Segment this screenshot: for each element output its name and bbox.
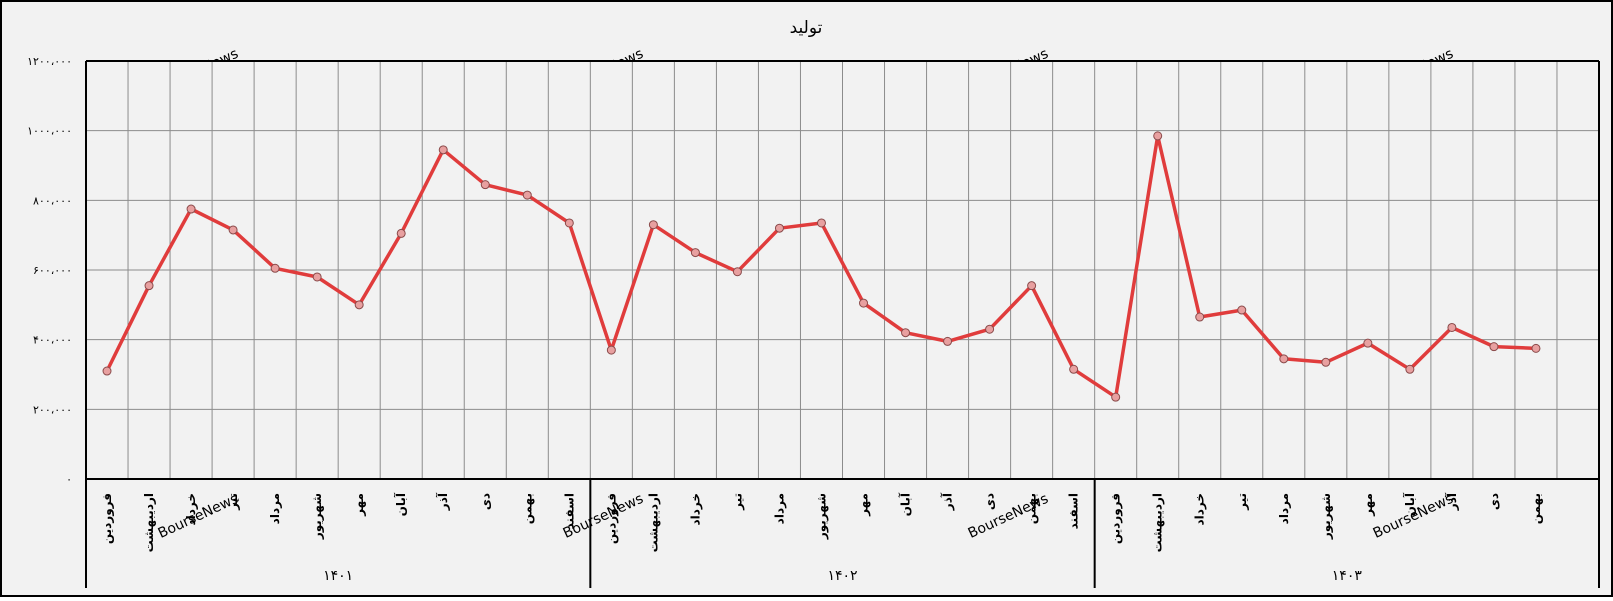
x-month-label: آبان [898,492,913,516]
x-month-label: خرداد [184,493,198,526]
x-month-label: بهمن [1529,493,1543,524]
y-tick-label: ۶۰۰،۰۰۰ [33,264,72,277]
data-point [228,225,238,235]
x-month-label: تیر [1235,493,1249,511]
y-tick-label: ۴۰۰،۰۰۰ [33,334,72,347]
x-month-label: بهمن [1025,493,1039,524]
data-point [606,345,616,355]
y-tick-label: ۲۰۰،۰۰۰ [33,403,72,416]
y-tick-label: ۱۲۰۰،۰۰۰ [27,55,72,68]
x-month-label: دی [983,493,997,510]
x-month-label: اسفند [1067,493,1081,529]
x-month-label: تیر [226,493,240,511]
x-axis: فروردین اردیبهشت خرداد تیر مرداد شهریور مهر آبا… [85,478,1600,588]
data-point [732,267,742,277]
data-point [1195,312,1205,322]
x-month-label: آذر [1444,492,1459,511]
x-month-label: شهریور [310,493,325,540]
data-point [1531,343,1541,353]
data-point [186,204,196,214]
series-production [102,131,1541,402]
x-month-label: خرداد [688,493,702,526]
data-point [270,263,280,273]
x-month-label: آذر [435,492,450,511]
data-point [1027,281,1037,291]
data-point [144,281,154,291]
data-point [480,180,490,190]
data-point [1405,364,1415,374]
grid-lines [85,60,1600,479]
x-month-label: شهریور [1319,493,1334,540]
x-group-label: ۱۴۰۱ [323,568,353,584]
data-point [816,218,826,228]
y-tick-label: ۰ [66,473,72,486]
y-axis: ۰ ۲۰۰،۰۰۰ ۴۰۰،۰۰۰ ۶۰۰،۰۰۰ ۸۰۰،۰۰۰ ۱۰۰۰،۰۰۰ ۱۲۰… [27,55,72,486]
data-point [648,220,658,230]
data-point [564,218,574,228]
x-month-label: مرداد [772,493,786,524]
data-point [1237,305,1247,315]
x-month-label: مرداد [1277,493,1291,524]
x-month-label: فروردین [1109,493,1124,544]
x-month-label: مهر [1361,493,1375,517]
x-month-label: فروردین [100,493,115,544]
x-month-label: مرداد [268,493,282,524]
x-month-label: دی [1487,493,1501,510]
x-month-label: فروردین [604,493,619,544]
y-tick-label: ۸۰۰،۰۰۰ [33,194,72,207]
x-month-label: اردیبهشت [1151,493,1165,552]
data-point [1447,322,1457,332]
chart-title: تولید [790,18,823,38]
x-month-label: تیر [730,493,744,511]
data-point [312,272,322,282]
x-month-label: آبان [1402,492,1417,516]
y-tick-label: ۱۰۰۰،۰۰۰ [27,125,72,138]
x-group-label: ۱۴۰۲ [827,568,857,584]
data-point [1321,357,1331,367]
x-group-label: ۱۴۰۳ [1332,568,1363,584]
data-point [438,145,448,155]
data-point [774,223,784,233]
data-point [1153,131,1163,141]
data-point [943,336,953,346]
data-point [1363,338,1373,348]
data-point [396,228,406,238]
data-point [1279,354,1289,364]
data-point [901,328,911,338]
data-point [354,300,364,310]
data-point [1111,392,1121,402]
x-month-label: دی [478,493,492,510]
data-point [1069,364,1079,374]
x-month-label: مهر [857,493,871,517]
x-month-label: اردیبهشت [142,493,156,552]
x-month-label: مهر [352,493,366,517]
x-month-label: خرداد [1193,493,1207,526]
x-month-label: اردیبهشت [646,493,660,552]
data-point [1489,342,1499,352]
x-month-label: آبان [393,492,408,516]
data-point [690,248,700,258]
data-point [102,366,112,376]
x-month-label: اسفند [562,493,576,529]
x-month-label: آذر [940,492,955,511]
x-month-label: بهمن [520,493,534,524]
data-point [522,190,532,200]
x-month-label: شهریور [814,493,829,540]
data-point [859,298,869,308]
data-point [985,324,995,334]
